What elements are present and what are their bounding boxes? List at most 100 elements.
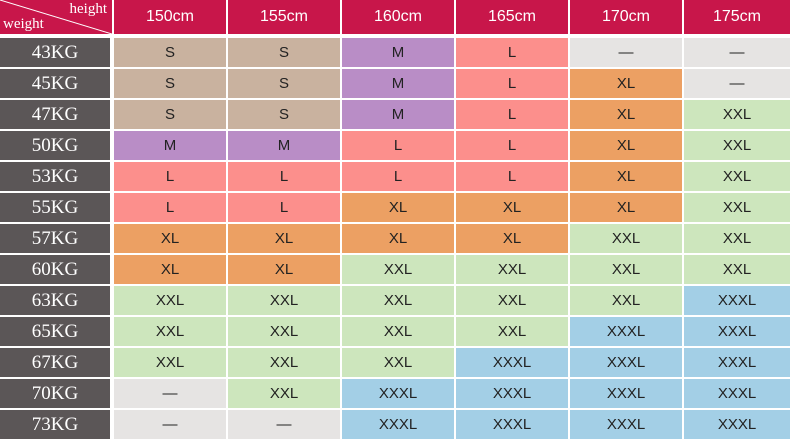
size-cell: M bbox=[114, 131, 226, 160]
size-cell: L bbox=[456, 162, 568, 191]
size-cell: L bbox=[228, 193, 340, 222]
size-cell: S bbox=[228, 100, 340, 129]
size-row: 60KG XL XL XXL XXL XXL XXL bbox=[0, 255, 790, 284]
size-cell: — bbox=[114, 410, 226, 439]
size-cell: S bbox=[114, 69, 226, 98]
size-cell: — bbox=[228, 410, 340, 439]
size-cell: XXL bbox=[570, 255, 682, 284]
weight-label: 50KG bbox=[0, 131, 110, 160]
size-cell: M bbox=[342, 38, 454, 67]
size-cell: XXXL bbox=[684, 286, 790, 315]
height-header-0: 150cm bbox=[114, 0, 226, 34]
size-cell: L bbox=[456, 131, 568, 160]
size-cell: XXL bbox=[228, 286, 340, 315]
size-cell: M bbox=[342, 100, 454, 129]
size-cell: S bbox=[114, 38, 226, 67]
size-cell: XL bbox=[456, 224, 568, 253]
size-cell: XXL bbox=[342, 286, 454, 315]
size-row: 70KG — XXL XXXL XXXL XXXL XXXL bbox=[0, 379, 790, 408]
size-cell: XXXL bbox=[570, 317, 682, 346]
height-header-4: 170cm bbox=[570, 0, 682, 34]
size-row: 55KG L L XL XL XL XXL bbox=[0, 193, 790, 222]
size-row: 45KG S S M L XL — bbox=[0, 69, 790, 98]
weight-label: 43KG bbox=[0, 38, 110, 67]
size-row: 53KG L L L L XL XXL bbox=[0, 162, 790, 191]
size-cell: L bbox=[114, 193, 226, 222]
corner-label-height: height bbox=[69, 1, 108, 17]
size-cell: XL bbox=[342, 224, 454, 253]
size-cell: XXL bbox=[114, 317, 226, 346]
size-cell: S bbox=[228, 69, 340, 98]
corner-label-weight: weight bbox=[3, 16, 44, 32]
size-row: 50KG M M L L XL XXL bbox=[0, 131, 790, 160]
weight-label: 70KG bbox=[0, 379, 110, 408]
size-cell: L bbox=[456, 100, 568, 129]
size-cell: XXL bbox=[684, 255, 790, 284]
size-cell: XXL bbox=[456, 317, 568, 346]
size-cell: L bbox=[342, 162, 454, 191]
size-cell: XL bbox=[570, 162, 682, 191]
size-cell: XXXL bbox=[570, 379, 682, 408]
size-cell: XL bbox=[456, 193, 568, 222]
size-row: 65KG XXL XXL XXL XXL XXXL XXXL bbox=[0, 317, 790, 346]
size-cell: XL bbox=[114, 224, 226, 253]
size-cell: L bbox=[456, 69, 568, 98]
size-cell: XXL bbox=[228, 348, 340, 377]
weight-label: 63KG bbox=[0, 286, 110, 315]
size-cell: L bbox=[456, 38, 568, 67]
height-header-5: 175cm bbox=[684, 0, 790, 34]
size-row: 43KG S S M L — — bbox=[0, 38, 790, 67]
size-cell: XXL bbox=[570, 224, 682, 253]
size-cell: XL bbox=[114, 255, 226, 284]
weight-label: 45KG bbox=[0, 69, 110, 98]
size-cell: L bbox=[342, 131, 454, 160]
size-cell: XXL bbox=[570, 286, 682, 315]
size-cell: XXXL bbox=[456, 379, 568, 408]
size-cell: XXL bbox=[456, 286, 568, 315]
size-cell: XXXL bbox=[456, 410, 568, 439]
size-cell: XXL bbox=[684, 131, 790, 160]
size-cell: XL bbox=[228, 224, 340, 253]
size-row: 57KG XL XL XL XL XXL XXL bbox=[0, 224, 790, 253]
size-cell: XXXL bbox=[456, 348, 568, 377]
size-cell: L bbox=[114, 162, 226, 191]
size-cell: — bbox=[114, 379, 226, 408]
weight-label: 60KG bbox=[0, 255, 110, 284]
height-header-3: 165cm bbox=[456, 0, 568, 34]
size-cell: XXXL bbox=[684, 410, 790, 439]
size-cell: S bbox=[114, 100, 226, 129]
size-cell: XL bbox=[570, 193, 682, 222]
size-cell: XXL bbox=[342, 317, 454, 346]
weight-label: 73KG bbox=[0, 410, 110, 439]
size-cell: — bbox=[684, 69, 790, 98]
header-row: height weight 150cm 155cm 160cm 165cm 170cm 1… bbox=[0, 0, 790, 36]
size-cell: XXL bbox=[228, 379, 340, 408]
size-cell: XXL bbox=[684, 224, 790, 253]
size-cell: XL bbox=[228, 255, 340, 284]
size-cell: XL bbox=[342, 193, 454, 222]
size-cell: XXL bbox=[684, 162, 790, 191]
corner-diagonal-line bbox=[0, 0, 112, 34]
size-cell: XXXL bbox=[684, 348, 790, 377]
size-cell: XXL bbox=[456, 255, 568, 284]
size-cell: — bbox=[684, 38, 790, 67]
size-cell: XXXL bbox=[570, 410, 682, 439]
size-cell: XXL bbox=[228, 317, 340, 346]
weight-label: 67KG bbox=[0, 348, 110, 377]
size-row: 63KG XXL XXL XXL XXL XXL XXXL bbox=[0, 286, 790, 315]
weight-label: 53KG bbox=[0, 162, 110, 191]
size-cell: XL bbox=[570, 69, 682, 98]
size-cell: XL bbox=[570, 100, 682, 129]
size-cell: — bbox=[570, 38, 682, 67]
size-cell: XXXL bbox=[684, 317, 790, 346]
size-row: 47KG S S M L XL XXL bbox=[0, 100, 790, 129]
size-cell: S bbox=[228, 38, 340, 67]
size-cell: XXL bbox=[342, 348, 454, 377]
corner-header-cell: height weight bbox=[0, 0, 112, 34]
size-cell: XXL bbox=[684, 193, 790, 222]
size-cell: XL bbox=[570, 131, 682, 160]
size-cell: XXXL bbox=[570, 348, 682, 377]
size-cell: XXXL bbox=[342, 379, 454, 408]
weight-label: 47KG bbox=[0, 100, 110, 129]
